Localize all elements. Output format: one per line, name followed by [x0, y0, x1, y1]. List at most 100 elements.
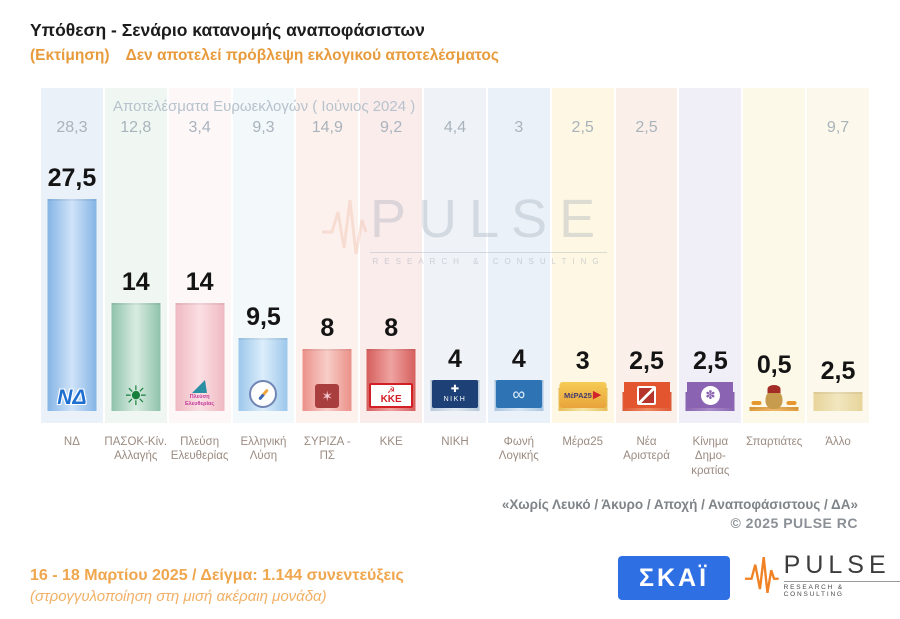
column-background: [615, 88, 678, 423]
party-name-label: Άλλο: [825, 436, 851, 448]
party-logo: Πλεύση Ελευθερίας: [177, 379, 223, 408]
subtitle-note: Δεν αποτελεί πρόβλεψη εκλογικού αποτελέσ…: [125, 47, 499, 64]
bar-zone: 2,5: [806, 88, 870, 411]
survey-rounding-note: (στρογγυλοποίηση στη μισή ακέραιη μονάδα…: [30, 588, 327, 605]
arrow-icon: ▶: [592, 388, 602, 401]
result-bar: [175, 303, 225, 411]
bar-value-label: 4: [448, 345, 462, 373]
helmet-crest-icon: [767, 385, 781, 393]
party-column: 2,5 ✽ Κίνημα Δημο- κρατίας: [678, 88, 742, 498]
party-logo: ☀: [124, 382, 148, 409]
column-background: [679, 88, 742, 423]
nd-logo: ΝΔ: [57, 386, 87, 409]
party-column: 28,3 27,5 ΝΔ ΝΔ: [40, 88, 104, 498]
euro-result-value: 9,7: [826, 119, 850, 136]
foni-logikis-logo: ∞: [495, 380, 542, 408]
pulse-logo: PULSE RESEARCH & CONSULTING: [744, 551, 900, 599]
column-background: [743, 88, 806, 423]
party-column: 9,7 2,5 Άλλο: [806, 88, 870, 498]
niki-emblem-icon: ✚: [450, 384, 460, 395]
party-name-label: ΚΚΕ: [379, 436, 403, 448]
column-background: [487, 88, 550, 423]
party-logo: ∞: [495, 380, 542, 408]
party-logo: ✚ ΝΙΚΗ: [431, 380, 478, 408]
watermark-text: PULSE: [370, 189, 608, 249]
party-logo: [751, 385, 797, 409]
niki-logo: ✚ ΝΙΚΗ: [431, 380, 478, 408]
euro-result-value: 3,4: [188, 119, 211, 136]
bar-zone: 3 ΜέΡΑ25 ▶: [551, 88, 615, 411]
spartan-helmet-icon: [765, 385, 783, 409]
euro-result-value: 12,8: [120, 119, 152, 136]
bar-zone: 2,5: [615, 88, 679, 411]
euro-result-value: 3: [514, 119, 524, 136]
pulse-logo-subtext: RESEARCH & CONSULTING: [783, 580, 900, 598]
party-name-label: ΠΑΣΟΚ-Κίν. Αλλαγής: [104, 436, 168, 463]
plefsi-logo-text: Πλεύση Ελευθερίας: [184, 393, 215, 407]
party-logo: ✽: [687, 382, 734, 408]
compass-needle-icon: [258, 388, 269, 400]
column-background: [807, 88, 869, 423]
party-logo: ΜέΡΑ25 ▶: [559, 382, 607, 408]
subtitle-tag: (Εκτίμηση): [30, 47, 110, 64]
euro-result-value: 4,4: [443, 119, 467, 136]
bar-zone: 0,5: [742, 88, 806, 411]
euro-result-value: 14,9: [311, 119, 343, 136]
pulse-watermark: PULSE RESEARCH & CONSULTING: [320, 188, 660, 266]
nea-aristera-emblem-icon: [637, 385, 657, 405]
bar-zone: 2,5 ✽: [678, 88, 742, 411]
compass-icon: [249, 380, 278, 408]
party-column: 2,5 3 ΜέΡΑ25 ▶ Μέρα25: [551, 88, 615, 498]
kke-logo: ☭ ΚΚΕ: [369, 382, 414, 408]
bar-value-label: 2,5: [820, 357, 856, 385]
party-name-label: Φωνή Λογικής: [498, 436, 539, 463]
result-bar: [47, 199, 97, 411]
bar-zone: 4 ∞: [487, 88, 551, 411]
party-name-label: Νέα Αριστερά: [623, 436, 670, 463]
watermark-subtext: RESEARCH & CONSULTING: [370, 252, 608, 266]
party-column: 14,9 8 ✶ ΣΥΡΙΖΑ - ΠΣ: [295, 88, 359, 498]
bar-value-label: 8: [320, 314, 335, 342]
survey-info: 16 - 18 Μαρτίου 2025 / Δείγμα: 1.144 συν…: [30, 567, 404, 605]
bar-value-label: 0,5: [756, 351, 792, 379]
hammer-sickle-icon: ☭: [387, 384, 396, 395]
party-logo: ΝΔ: [57, 387, 86, 408]
bar-zone: 27,5 ΝΔ: [40, 88, 104, 411]
syriza-star-icon: ✶: [315, 384, 340, 408]
party-column: 9,3 9,5 Ελληνική Λύση: [232, 88, 296, 498]
mera25-logo-text: ΜέΡΑ25: [564, 390, 592, 400]
footnote-text: «Χωρίς Λευκό / Άκυρο / Αποχή / Αναποφάσι…: [501, 497, 858, 512]
kinima-dimokratias-logo: ✽: [687, 382, 734, 408]
party-column: 3 4 ∞ Φωνή Λογικής: [487, 88, 551, 498]
euro-result-value: 9,2: [380, 119, 403, 136]
bar-value-label: 9,5: [246, 303, 281, 331]
bar-zone: 9,5: [232, 88, 296, 411]
euro-result-value: 2,5: [571, 119, 594, 136]
party-name-label: Ελληνική Λύση: [240, 436, 287, 463]
result-bar: [111, 303, 161, 411]
pulse-waveform-icon: [744, 557, 779, 594]
column-background: [424, 88, 486, 423]
flower-icon: ✽: [700, 385, 720, 405]
pulse-waveform-icon: [322, 199, 368, 255]
party-logo: [623, 382, 670, 408]
bar-value-label: 4: [511, 345, 526, 373]
party-logo: ✶: [315, 384, 340, 408]
bar-zone: 14 ☀: [104, 88, 168, 411]
euro-result-value: 9,3: [252, 119, 275, 136]
bar-value-label: 14: [121, 268, 150, 296]
party-logo: [249, 380, 278, 408]
party-name-label: ΝΔ: [63, 436, 80, 448]
bar-value-label: 27,5: [47, 164, 97, 192]
party-column: 9,2 8 ☭ ΚΚΕ ΚΚΕ: [359, 88, 423, 498]
bar-value-label: 14: [185, 268, 214, 296]
party-name-label: ΣΥΡΙΖΑ - ΠΣ: [303, 436, 351, 463]
result-bar: [813, 392, 863, 411]
copyright-text: © 2025 PULSE RC: [730, 515, 858, 531]
pulse-logo-text: PULSE: [783, 550, 891, 579]
party-column: 2,5 2,5 Νέα Αριστερά: [615, 88, 679, 498]
column-background: [551, 88, 614, 423]
party-name-label: Σπαρτιάτες: [746, 436, 803, 448]
niki-logo-text: ΝΙΚΗ: [443, 396, 467, 403]
